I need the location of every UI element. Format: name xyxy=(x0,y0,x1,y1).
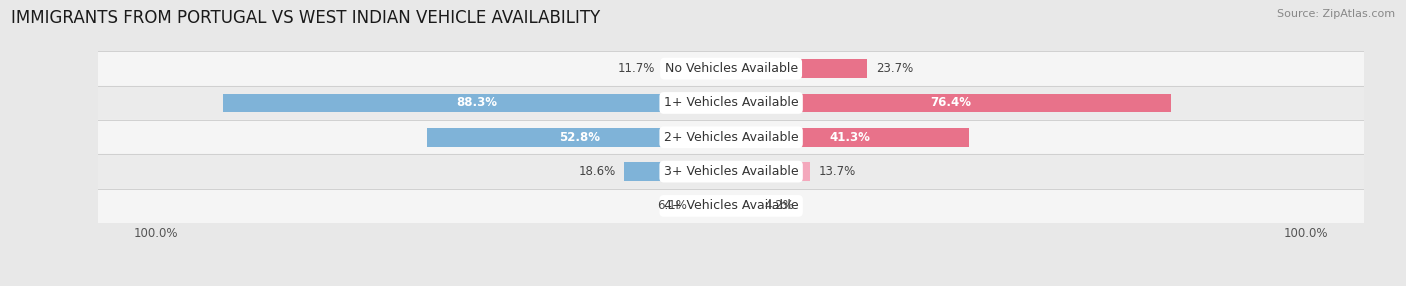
Text: IMMIGRANTS FROM PORTUGAL VS WEST INDIAN VEHICLE AVAILABILITY: IMMIGRANTS FROM PORTUGAL VS WEST INDIAN … xyxy=(11,9,600,27)
Bar xyxy=(427,128,731,147)
Text: 2+ Vehicles Available: 2+ Vehicles Available xyxy=(664,131,799,144)
Text: 6.1%: 6.1% xyxy=(658,199,688,212)
Text: 11.7%: 11.7% xyxy=(617,62,655,75)
Bar xyxy=(224,94,731,112)
Bar xyxy=(98,189,1364,223)
Text: 4.2%: 4.2% xyxy=(763,199,794,212)
Bar xyxy=(731,94,1171,112)
Bar xyxy=(98,154,1364,189)
Text: 76.4%: 76.4% xyxy=(931,96,972,110)
Text: Source: ZipAtlas.com: Source: ZipAtlas.com xyxy=(1277,9,1395,19)
Bar xyxy=(98,51,1364,86)
Text: 18.6%: 18.6% xyxy=(578,165,616,178)
Bar xyxy=(731,59,868,78)
Text: 41.3%: 41.3% xyxy=(830,131,870,144)
Bar xyxy=(98,120,1364,154)
Bar xyxy=(731,128,969,147)
Text: 1+ Vehicles Available: 1+ Vehicles Available xyxy=(664,96,799,110)
Bar xyxy=(731,162,810,181)
Text: 3+ Vehicles Available: 3+ Vehicles Available xyxy=(664,165,799,178)
Text: 52.8%: 52.8% xyxy=(558,131,600,144)
Text: No Vehicles Available: No Vehicles Available xyxy=(665,62,797,75)
Bar xyxy=(731,196,755,215)
Text: 88.3%: 88.3% xyxy=(457,96,498,110)
Bar xyxy=(624,162,731,181)
Text: 23.7%: 23.7% xyxy=(876,62,914,75)
Bar xyxy=(696,196,731,215)
Text: 4+ Vehicles Available: 4+ Vehicles Available xyxy=(664,199,799,212)
Bar xyxy=(98,86,1364,120)
Text: 13.7%: 13.7% xyxy=(818,165,856,178)
Bar xyxy=(664,59,731,78)
